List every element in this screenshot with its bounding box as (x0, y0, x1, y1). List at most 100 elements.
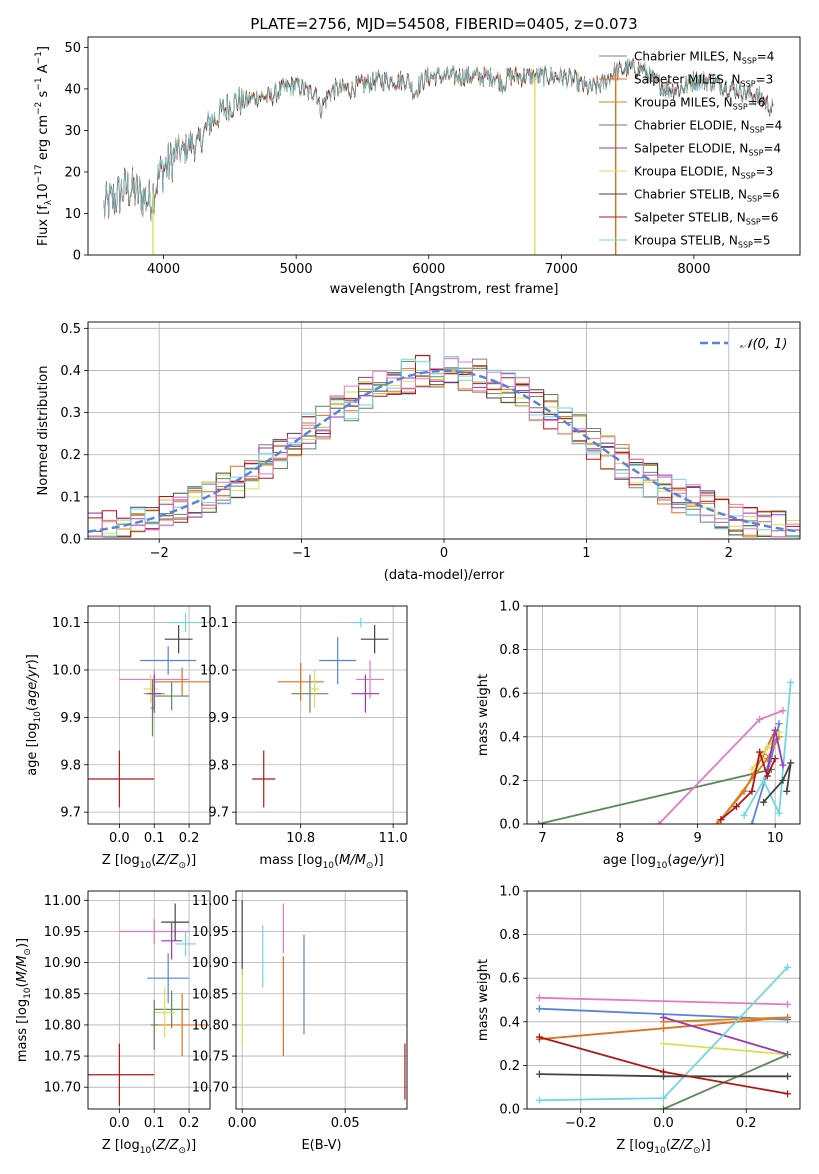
y-tick-label: 0.2 (60, 448, 81, 463)
weight-marker (784, 1013, 792, 1021)
legend-entry: Chabrier MILES, NSSP=4 (634, 50, 774, 66)
weight-marker (660, 1094, 667, 1102)
figure-title: PLATE=2756, MJD=54508, FIBERID=0405, z=0… (250, 15, 637, 33)
y-tick-label: 20 (64, 165, 81, 180)
y-tick-label: 0.6 (499, 687, 520, 702)
weight-series (663, 1016, 788, 1056)
x-tick-label: 10.8 (286, 831, 315, 846)
axes-frame (87, 605, 211, 825)
errorbar-point (143, 674, 158, 704)
x-tick-label: 11.0 (379, 831, 408, 846)
errorbar-point (309, 669, 320, 708)
weight-marker (535, 994, 543, 1002)
y-axis-label: Flux [fλ10−17 erg cm−2 s−1 A−1] (34, 46, 54, 246)
errorbar-point (147, 953, 190, 1004)
y-tick-label: 11.00 (192, 894, 229, 909)
y-tick-label: 0.2 (499, 1059, 520, 1074)
weight-marker (763, 772, 771, 780)
weight-marker (535, 1033, 543, 1041)
x-tick-label: 4000 (147, 262, 180, 277)
weight-marker (775, 809, 783, 817)
x-axis-label: Z [log10(Z/Z⊙)] (102, 1138, 196, 1156)
legend-entry: Kroupa ELODIE, NSSP=3 (634, 165, 773, 181)
x-axis-label: Z [log10(Z/Z⊙)] (616, 1138, 710, 1156)
weight-marker (775, 720, 783, 728)
weight-marker (717, 816, 725, 824)
y-tick-label: 10.70 (192, 1081, 229, 1096)
weight-series (663, 1053, 788, 1109)
weight-marker (784, 963, 792, 971)
y-axis-label: mass weight (476, 959, 491, 1041)
histogram-series (88, 365, 800, 538)
axes-frame (526, 890, 801, 1110)
y-tick-label: 10.90 (44, 956, 81, 971)
x-axis-label: (data-model)/error (384, 568, 505, 583)
axes-frame (87, 36, 801, 256)
x-axis-label: E(B-V) (301, 1138, 341, 1153)
axes-frame (87, 321, 801, 540)
legend: 𝒩(0, 1) (700, 337, 787, 352)
y-tick-label: 10.95 (192, 925, 229, 940)
weight-marker (775, 728, 783, 736)
legend-entry: 𝒩(0, 1) (740, 337, 787, 352)
plot-area (535, 678, 795, 824)
x-tick-label: 0.1 (144, 831, 165, 846)
weight-marker (535, 1096, 543, 1104)
plot-area (241, 900, 406, 1100)
weight-marker (779, 776, 787, 784)
y-tick-label: 9.7 (208, 806, 229, 821)
x-tick-label: 1 (582, 546, 590, 561)
x-tick-label: 7 (538, 831, 546, 846)
normal-curve (88, 369, 800, 533)
y-tick-label: 10.80 (44, 1018, 81, 1033)
x-tick-label: −0.2 (565, 1116, 597, 1131)
y-tick-label: 10.85 (192, 987, 229, 1002)
y-tick-label: 10.90 (192, 956, 229, 971)
weight-marker (756, 748, 764, 756)
weight-marker (787, 678, 795, 686)
errorbar-point (140, 646, 197, 675)
y-tick-label: 10.0 (200, 663, 229, 678)
x-tick-label: 0.00 (228, 1116, 257, 1131)
axes-frame (235, 890, 408, 1110)
y-tick-label: 9.9 (60, 711, 81, 726)
y-tick-label: 10.1 (52, 616, 81, 631)
weight-marker (660, 1105, 667, 1109)
y-tick-label: 0.6 (499, 972, 520, 987)
y-axis-label: age [log10(age/yr)] (25, 654, 43, 776)
errorbar-point (319, 636, 357, 685)
plot-area (103, 57, 774, 255)
legend-entry: Salpeter STELIB, NSSP=6 (634, 211, 778, 227)
y-tick-label: 0.8 (499, 643, 520, 658)
y-tick-label: 10.75 (192, 1050, 229, 1065)
errorbar-point (154, 990, 190, 1029)
errorbar-point (291, 674, 329, 713)
errorbar-point (360, 624, 389, 654)
x-axis-label: mass [log10(M/M⊙)] (259, 853, 383, 871)
y-tick-label: 10.80 (192, 1018, 229, 1033)
y-tick-label: 9.9 (208, 711, 229, 726)
weight-marker (771, 726, 779, 734)
y-tick-label: 30 (64, 124, 81, 139)
plot-area (88, 613, 210, 808)
y-tick-label: 10.0 (52, 663, 81, 678)
weight-series (539, 996, 788, 1006)
x-tick-label: 0.0 (653, 1116, 674, 1131)
plot-area (535, 963, 792, 1109)
y-tick-label: 40 (64, 82, 81, 97)
weight-marker (732, 803, 740, 811)
errorbar-point (147, 674, 162, 713)
errorbar-point (154, 667, 210, 697)
x-tick-label: 0.1 (144, 1116, 165, 1131)
legend-entry: Salpeter MILES, NSSP=3 (634, 73, 773, 89)
plot-area (88, 903, 210, 1106)
x-tick-label: 0.2 (736, 1116, 757, 1131)
y-tick-label: 0.0 (499, 818, 520, 833)
y-tick-label: 0 (73, 249, 81, 264)
x-axis-label: Z [log10(Z/Z⊙)] (102, 853, 196, 871)
errorbar-point (252, 750, 276, 808)
x-tick-label: 0.2 (179, 831, 200, 846)
y-tick-label: 0.3 (60, 406, 81, 421)
y-tick-label: 10.75 (44, 1050, 81, 1065)
x-tick-label: 6000 (412, 262, 445, 277)
